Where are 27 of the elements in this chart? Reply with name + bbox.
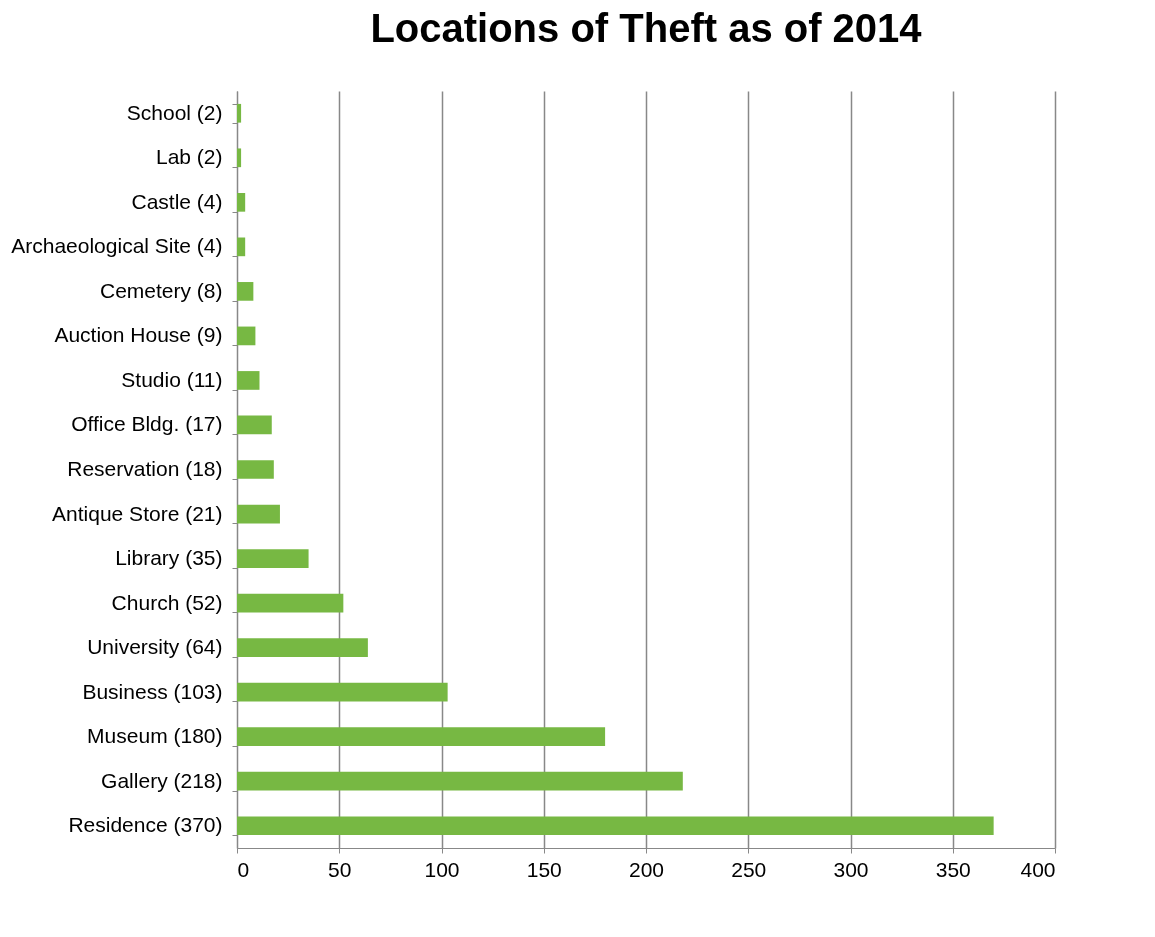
y-tick-label: Cemetery (8) bbox=[99, 278, 223, 302]
y-tick-label: Business (103) bbox=[82, 679, 223, 703]
y-tick-label: Office Bldg. (17) bbox=[71, 412, 223, 436]
y-tick-label: Reservation (18) bbox=[67, 457, 223, 480]
x-tick-label: 400 bbox=[1020, 857, 1056, 881]
y-tick-label: Church (52) bbox=[111, 590, 223, 614]
y-tick-label: Museum (180) bbox=[87, 724, 223, 748]
y-tick-label: School (2) bbox=[126, 100, 223, 124]
y-tick-label: Studio (11) bbox=[121, 367, 223, 391]
x-tick-label: 300 bbox=[833, 857, 869, 881]
y-tick-label: Lab (2) bbox=[155, 145, 223, 169]
x-tick-label: 150 bbox=[526, 857, 562, 881]
y-tick-label: Auction House (9) bbox=[54, 323, 223, 347]
y-tick-label: Antique Store (21) bbox=[52, 501, 223, 525]
y-tick-label: University (64) bbox=[87, 635, 223, 659]
y-tick-label: Residence (370) bbox=[68, 813, 223, 837]
x-tick-label: 100 bbox=[424, 857, 460, 881]
y-tick-label: Archaeological Site (4) bbox=[11, 234, 223, 258]
x-tick-label: 250 bbox=[731, 857, 767, 881]
x-tick-label: 350 bbox=[935, 857, 971, 881]
x-tick-label: 50 bbox=[328, 857, 352, 881]
x-tick-label: 0 bbox=[237, 857, 250, 881]
y-tick-label: Castle (4) bbox=[131, 189, 223, 213]
chart-title: Locations of Theft as of 2014 bbox=[370, 6, 923, 50]
y-tick-label: Library (35) bbox=[115, 546, 223, 570]
x-tick-label: 200 bbox=[628, 857, 665, 881]
y-tick-label: Gallery (218) bbox=[101, 768, 223, 792]
